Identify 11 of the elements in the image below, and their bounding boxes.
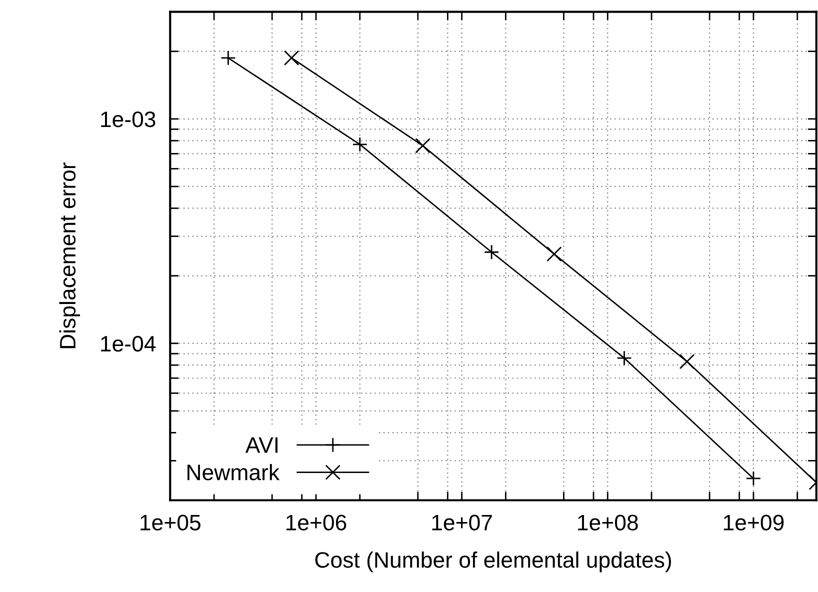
x-tick-label: 1e+06 xyxy=(286,514,346,530)
x-axis-title: Cost (Number of elemental updates) xyxy=(315,552,671,572)
legend-label: AVI xyxy=(245,437,278,453)
x-tick-label: 1e+08 xyxy=(578,514,638,530)
y-tick-label: 1e-04 xyxy=(101,336,156,352)
x-tick-label: 1e+05 xyxy=(140,514,200,530)
y-tick-label: 1e-03 xyxy=(101,111,156,128)
x-tick-label: 1e+07 xyxy=(432,514,492,530)
y-axis-title: Displacement error xyxy=(59,162,80,348)
legend-label: Newmark xyxy=(188,464,280,480)
x-tick-label: 1e+09 xyxy=(724,514,784,530)
